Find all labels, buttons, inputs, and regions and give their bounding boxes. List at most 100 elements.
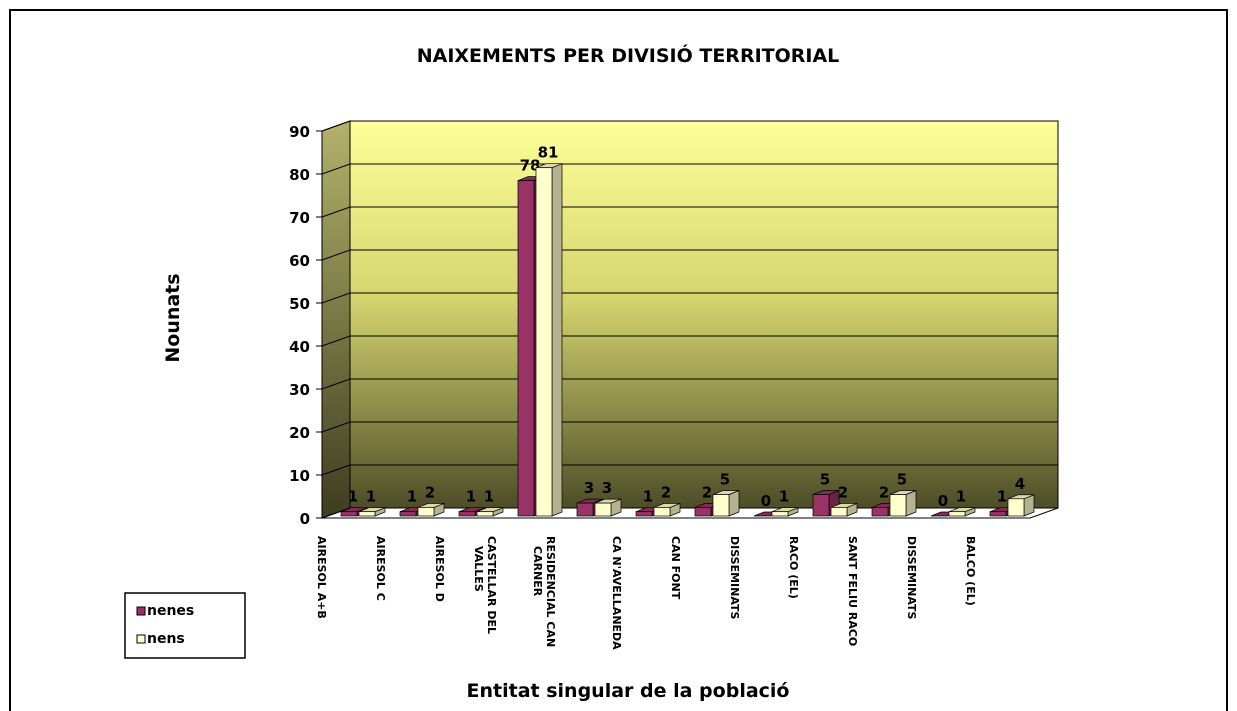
bar (1007, 494, 1035, 517)
y-tick-label: 90 (289, 123, 310, 141)
y-tick-label: 80 (289, 166, 310, 184)
x-tick-label-line: RESIDENCIAL CAN (544, 536, 557, 647)
bar-front (476, 511, 494, 517)
data-label: 1 (997, 488, 1007, 506)
data-label: 2 (702, 483, 712, 501)
x-tick-label: AIRESOL A+B (315, 536, 328, 619)
y-tick-label: 50 (289, 295, 310, 313)
y-tick-label: 40 (289, 338, 310, 356)
chart-title: NAIXEMENTS PER DIVISIÓ TERRITORIAL (417, 43, 840, 67)
x-tick-label: DISSEMINATS (905, 536, 918, 619)
bar-front (653, 507, 671, 517)
data-label: 1 (348, 488, 358, 506)
y-tick-label: 20 (289, 424, 310, 442)
bar (476, 507, 504, 517)
bar (417, 502, 445, 517)
data-label: 1 (366, 488, 376, 506)
x-tick-label: CASTELLAR DELVALLES (472, 536, 498, 634)
x-tick-label: RACO (EL) (787, 536, 800, 599)
bar-front (989, 511, 1007, 517)
bar (948, 507, 976, 517)
bar-front (712, 494, 730, 517)
data-label: 3 (602, 479, 612, 497)
x-tick-label: CAN FONT (669, 536, 682, 600)
data-label: 0 (938, 492, 948, 510)
x-tick-label: BALCO (EL) (964, 536, 977, 606)
grid-line (321, 292, 1058, 304)
x-tick-label-line: CARNER (531, 546, 544, 597)
data-label: 1 (643, 488, 653, 506)
data-label: 3 (584, 479, 594, 497)
data-label: 1 (466, 488, 476, 506)
x-tick-label: AIRESOL C (374, 536, 387, 601)
grid-line (321, 163, 1058, 175)
data-label: 0 (761, 492, 771, 510)
legend-box (124, 592, 246, 659)
side-wall (321, 120, 351, 519)
bar (830, 502, 858, 517)
bar-front (889, 494, 907, 517)
bar-front (948, 511, 966, 517)
bar-side (905, 489, 917, 517)
grid-line (321, 421, 1058, 433)
x-tick-label: CA N'AVELLANEDA (610, 536, 623, 650)
data-label: 2 (879, 483, 889, 501)
x-tick-label-line: VALLES (472, 546, 485, 592)
back-wall (349, 120, 1059, 509)
bar-front (458, 511, 476, 517)
legend-label: nens (147, 631, 185, 647)
data-label: 5 (897, 471, 907, 489)
grid-line (321, 120, 1058, 132)
bar-front (771, 511, 789, 517)
bar (653, 502, 681, 517)
bar (358, 507, 386, 517)
y-tick-label: 10 (289, 467, 310, 485)
bar-front (340, 511, 358, 517)
data-label: 4 (1015, 475, 1025, 493)
bar-front (830, 507, 848, 517)
x-axis-title: Entitat singular de la població (467, 680, 790, 702)
y-tick-label: 0 (300, 510, 310, 528)
bar-front (399, 511, 417, 517)
data-label: 81 (538, 144, 559, 162)
bar-front (576, 502, 594, 517)
bar-front (1007, 498, 1025, 517)
data-label: 1 (779, 488, 789, 506)
bar-front (871, 507, 889, 517)
data-label: 2 (425, 483, 435, 501)
data-label: 2 (838, 483, 848, 501)
bar-side (728, 489, 740, 517)
grid-line (321, 378, 1058, 390)
x-tick-label: RESIDENCIAL CANCARNER (531, 536, 557, 647)
data-label: 78 (520, 157, 541, 175)
x-tick-label-line: CASTELLAR DEL (485, 536, 498, 634)
y-tick-label: 70 (289, 209, 310, 227)
bar-side (551, 163, 563, 517)
bar (889, 489, 917, 517)
bar-front (417, 507, 435, 517)
bar-front (535, 167, 553, 517)
legend: nenes nens (124, 592, 246, 659)
bar-front (594, 502, 612, 517)
data-label: 5 (720, 471, 730, 489)
bar (712, 489, 740, 517)
data-label: 2 (661, 483, 671, 501)
legend-swatch (136, 634, 146, 644)
grid-line (321, 206, 1058, 218)
bar-front (635, 511, 653, 517)
bar-front (358, 511, 376, 517)
bar-front (812, 494, 830, 517)
data-label: 1 (956, 488, 966, 506)
x-tick-label: SANT FELIU RACO (846, 536, 859, 646)
bar-front (517, 180, 535, 517)
grid-line (321, 464, 1058, 476)
bar (771, 507, 799, 517)
data-label: 1 (484, 488, 494, 506)
data-label: 5 (820, 471, 830, 489)
y-tick-label: 30 (289, 381, 310, 399)
grid-line (321, 249, 1058, 261)
bar (594, 498, 622, 517)
x-tick-label: AIRESOL D (433, 536, 446, 602)
bar-front (694, 507, 712, 517)
